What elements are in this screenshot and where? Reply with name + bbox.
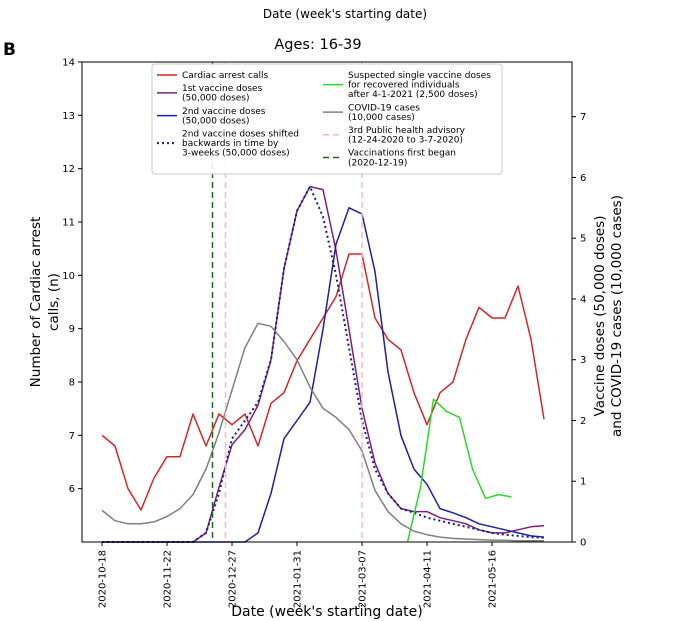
- legend-entry-label: after 4-1-2021 (2,500 doses): [348, 90, 478, 100]
- legend-entry-label: (12-24-2020 to 3-7-2020): [348, 136, 463, 146]
- y-right-axis: 0 1 2 3 4 5 6 7: [572, 112, 586, 549]
- y-right-tick-label: 0: [580, 538, 586, 549]
- x-tick-label: 2020-12-27: [228, 550, 239, 608]
- x-tick-label: 2021-05-16: [488, 550, 499, 608]
- panel-label: B: [3, 40, 16, 60]
- y-left-tick-label: 7: [69, 431, 75, 442]
- y-right-tick-label: 1: [580, 477, 586, 488]
- legend-entry-label: 2nd vaccine doses: [182, 107, 266, 117]
- y-right-tick-label: 2: [580, 416, 586, 427]
- y-left-tick-label: 10: [62, 271, 75, 282]
- legend-entry-label: (2020-12-19): [348, 158, 407, 168]
- legend-entry-label: Cardiac arrest calls: [182, 71, 269, 81]
- y-right-tick-label: 6: [580, 173, 586, 184]
- y-left-tick-label: 6: [69, 484, 75, 495]
- y-right-axis-label: Vaccine doses (50,000 doses) and COVID-1…: [592, 195, 625, 437]
- legend-entry-label: (10,000 cases): [348, 113, 415, 123]
- y-right-axis-label-line2: and COVID-19 cases (10,000 cases): [609, 195, 625, 437]
- y-left-axis-label-line1: Number of Cardiac arrest: [28, 217, 44, 388]
- legend-entry-label: 3rd Public health advisory: [348, 126, 466, 136]
- x-tick-label: 2020-10-18: [98, 550, 109, 608]
- y-left-tick-label: 8: [69, 378, 75, 389]
- plot-frame: [81, 61, 573, 543]
- y-right-tick-label: 3: [580, 355, 586, 366]
- y-left-axis-label-line2: calls, (n): [46, 273, 62, 331]
- x-tick-label: 2021-03-07: [358, 550, 369, 608]
- y-left-tick-label: 12: [62, 164, 75, 175]
- x-tick-label: 2021-04-11: [423, 550, 434, 608]
- series-2nd-vaccine-doses-shifted: [102, 185, 545, 543]
- y-left-axis-label: Number of Cardiac arrest calls, (n): [28, 217, 62, 388]
- x-tick-label: 2020-11-22: [163, 550, 174, 608]
- series-cardiac-arrest-calls: [101, 253, 545, 511]
- series-covid-19-cases: [101, 322, 544, 542]
- legend-box: [151, 63, 503, 175]
- legend-entry-label: 3-weeks (50,000 doses): [182, 149, 290, 159]
- y-left-tick-label: 11: [62, 218, 75, 229]
- y-left-tick-label: 13: [62, 111, 75, 122]
- y-right-tick-label: 4: [580, 294, 586, 305]
- legend-entry-label: 1st vaccine doses: [182, 84, 263, 94]
- legend-entry-label: 2nd vaccine doses shifted: [182, 130, 299, 140]
- series-suspected-single-vaccine-doses: [406, 398, 512, 543]
- y-right-axis-label-line1: Vaccine doses (50,000 doses): [592, 216, 608, 417]
- legend-entry-label: for recovered individuals: [348, 81, 460, 91]
- series-2nd-vaccine-doses: [102, 207, 545, 543]
- legend-entry-label: Vaccinations first began: [348, 149, 456, 159]
- chart-title: Ages: 16-39: [274, 37, 361, 53]
- x-axis: 2020-10-18 2020-11-22 2020-12-27 2021-01-31…: [98, 542, 499, 608]
- y-right-tick-label: 5: [580, 234, 586, 245]
- legend-entry-label: backwards in time by: [182, 139, 279, 149]
- x-axis-label: Date (week's starting date): [231, 604, 423, 620]
- y-left-tick-label: 14: [62, 58, 75, 69]
- y-left-axis: 6 7 8 9 10 11 12 13 14: [62, 58, 82, 495]
- legend-entry-label: COVID-19 cases: [348, 103, 420, 113]
- chart-suptitle: Date (week's starting date): [263, 7, 427, 21]
- y-right-tick-label: 7: [580, 112, 586, 123]
- y-left-tick-label: 9: [69, 324, 75, 335]
- legend-entry-label: (50,000 doses): [182, 94, 250, 104]
- series-1st-vaccine-doses: [102, 185, 545, 543]
- legend-entry-label: (50,000 doses): [182, 116, 250, 126]
- legend-entry-label: Suspected single vaccine doses: [348, 71, 491, 81]
- x-tick-label: 2021-01-31: [293, 550, 304, 608]
